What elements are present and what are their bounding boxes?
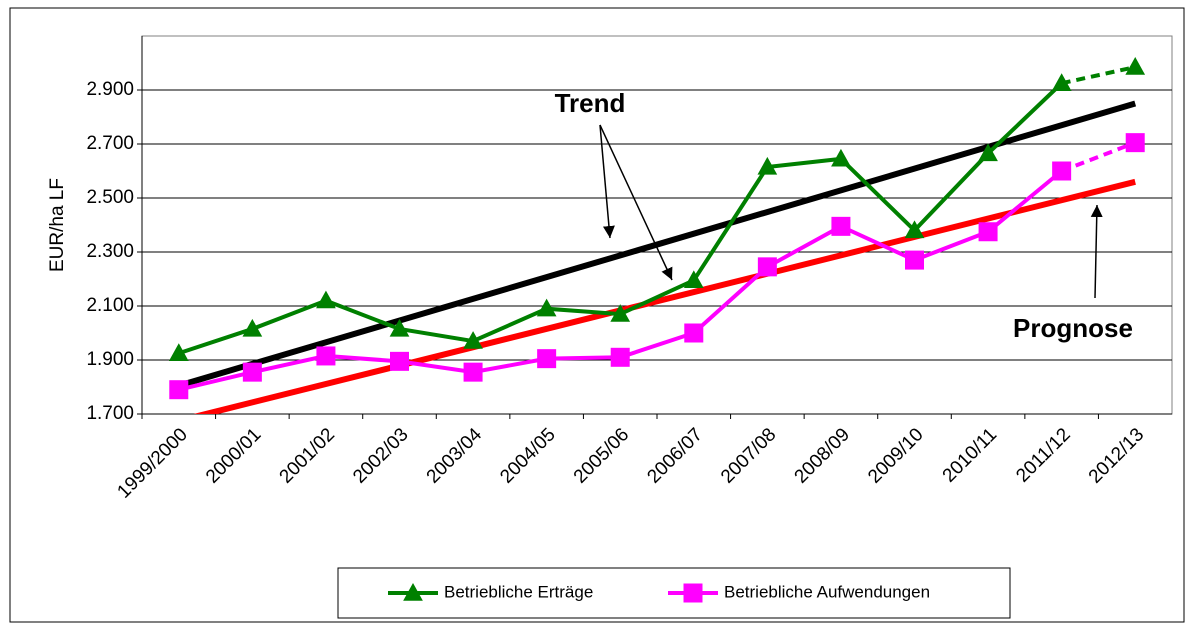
- data-point: [463, 362, 483, 382]
- y-tick-label: 1.700: [86, 403, 134, 424]
- data-point: [683, 270, 704, 289]
- data-point: [536, 298, 557, 317]
- data-point: [905, 250, 924, 270]
- x-tick-label: 2012/13: [1085, 424, 1148, 487]
- x-tick-label: 2011/12: [1012, 424, 1074, 486]
- data-point: [757, 156, 778, 175]
- data-point: [242, 318, 263, 337]
- data-point: [610, 304, 631, 322]
- data-point: [1125, 133, 1145, 153]
- y-tick-label: 2.700: [86, 133, 134, 154]
- x-tick-label: 2001/02: [276, 424, 339, 487]
- x-tick-label: 2009/10: [864, 424, 927, 487]
- arrow: [1090, 204, 1103, 299]
- data-point: [904, 220, 925, 239]
- annotation: Prognose: [1013, 313, 1133, 343]
- data-point: [537, 349, 557, 369]
- x-tick-label: 2002/03: [349, 424, 412, 487]
- y-tick-label: 2.900: [86, 79, 134, 100]
- frame: [9, 7, 1185, 623]
- data-point: [1125, 57, 1146, 75]
- y-tick-label: 1.900: [86, 349, 134, 370]
- series-line: [1060, 140, 1136, 173]
- series-line: [1061, 65, 1136, 86]
- data-point: [1051, 73, 1072, 91]
- x-tick-label: 2000/01: [202, 424, 265, 487]
- data-point: [831, 148, 851, 167]
- data-point: [978, 222, 998, 242]
- trend-line: [177, 100, 1137, 389]
- legend-label: Betriebliche Aufwendungen: [724, 582, 930, 601]
- data-point: [390, 351, 409, 371]
- data-point: [463, 331, 483, 349]
- y-tick-label: 2.100: [86, 295, 134, 316]
- data-point: [242, 362, 262, 382]
- data-point: [389, 318, 410, 337]
- y-axis-label: EUR/ha LF: [47, 178, 68, 272]
- data-point: [169, 380, 189, 400]
- y-tick-label: 2.500: [86, 187, 134, 208]
- legend-label: Betriebliche Erträge: [444, 582, 593, 601]
- arrow: [599, 124, 615, 239]
- data-point: [610, 347, 630, 367]
- data-point: [831, 216, 851, 236]
- x-tick-label: 2010/11: [939, 424, 1001, 486]
- x-tick-label: 1999/2000: [114, 424, 192, 502]
- data-point: [684, 323, 704, 343]
- arrow: [599, 124, 673, 281]
- data-point: [168, 343, 189, 361]
- x-tick-label: 2008/09: [791, 424, 854, 487]
- x-tick-label: 2003/04: [423, 424, 487, 488]
- x-tick-label: 2005/06: [570, 424, 633, 487]
- data-point: [1052, 161, 1072, 181]
- data-point: [316, 290, 336, 309]
- x-tick-label: 2004/05: [496, 424, 559, 487]
- data-point: [757, 257, 777, 277]
- legend-marker: [403, 582, 423, 601]
- data-point: [316, 346, 336, 366]
- x-tick-label: 2006/07: [643, 424, 706, 487]
- y-tick-label: 2.300: [86, 241, 134, 262]
- data-point: [978, 143, 998, 162]
- trend-line: [193, 178, 1136, 414]
- x-tick-label: 2007/08: [717, 424, 780, 487]
- legend-marker: [683, 583, 703, 603]
- plot-border: [141, 35, 1173, 415]
- annotation: Trend: [555, 88, 626, 118]
